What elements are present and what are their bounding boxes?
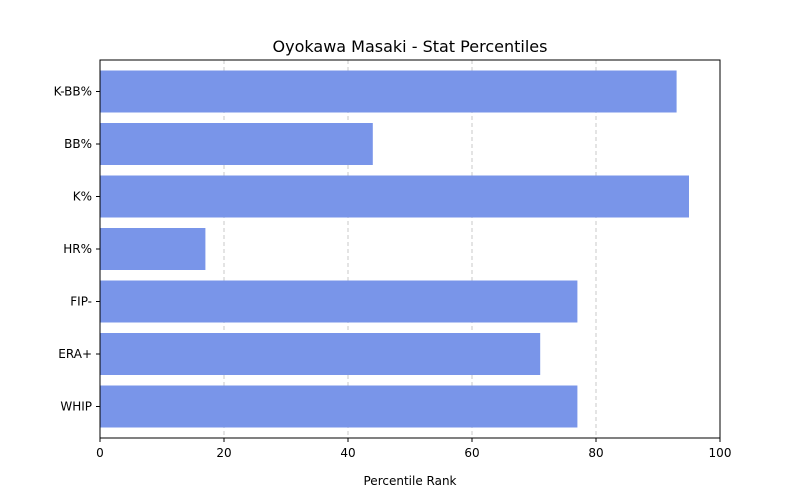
chart-title: Oyokawa Masaki - Stat Percentiles bbox=[273, 37, 548, 56]
grid-lines bbox=[223, 60, 597, 438]
x-tick-label: 60 bbox=[464, 446, 479, 460]
x-tick-label: 40 bbox=[340, 446, 355, 460]
y-tick-label: WHIP bbox=[60, 400, 92, 414]
bar bbox=[100, 175, 689, 218]
y-tick-label: K% bbox=[73, 190, 92, 204]
bars bbox=[100, 70, 689, 428]
x-axis-label: Percentile Rank bbox=[364, 474, 457, 488]
y-axis: K-BB% BB% K% HR% FIP- ERA+ WHIP bbox=[54, 85, 100, 414]
y-tick-label: FIP- bbox=[70, 295, 92, 309]
x-tick-label: 80 bbox=[588, 446, 603, 460]
x-axis: 0 20 40 60 80 100 bbox=[96, 438, 731, 460]
bar bbox=[100, 333, 541, 375]
x-tick-label: 100 bbox=[709, 446, 732, 460]
y-tick-label: ERA+ bbox=[58, 347, 92, 361]
bar bbox=[100, 280, 578, 323]
bar bbox=[100, 385, 578, 428]
y-tick-label: BB% bbox=[64, 137, 92, 151]
y-tick-label: K-BB% bbox=[54, 85, 92, 99]
x-tick-label: 0 bbox=[96, 446, 104, 460]
bar bbox=[100, 228, 206, 270]
x-tick-label: 20 bbox=[216, 446, 231, 460]
bar bbox=[100, 123, 373, 165]
y-tick-label: HR% bbox=[63, 242, 92, 256]
bar bbox=[100, 70, 677, 113]
